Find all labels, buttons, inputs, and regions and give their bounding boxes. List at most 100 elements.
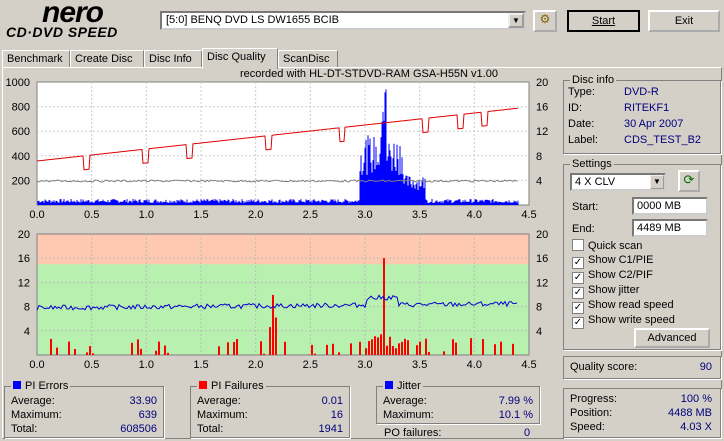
avg-value: 0.01 — [321, 395, 343, 407]
pi-errors-title-text: PI Errors — [25, 380, 69, 392]
tab-disc-quality[interactable]: Disc Quality — [202, 48, 278, 69]
blue-square-icon — [385, 381, 393, 389]
y-right-tick-label: 8 — [536, 151, 542, 163]
check-icon[interactable]: ✓ — [572, 317, 584, 329]
y-tick-label: 400 — [12, 151, 30, 163]
x-tick-label: 3.0 — [357, 359, 372, 371]
total-value: 608506 — [120, 423, 157, 435]
quality-score-value: 90 — [699, 361, 712, 373]
warning-band — [37, 234, 529, 265]
y-tick-label: 20 — [18, 229, 30, 241]
max-value: 10.1 % — [498, 409, 533, 421]
speed-value: 4.03 X — [680, 421, 712, 433]
show-jitter-checkbox[interactable]: ✓ Show jitter — [572, 284, 639, 299]
quick-scan-checkbox[interactable]: Quick scan — [572, 239, 642, 252]
start-label: Start: — [572, 201, 599, 213]
disc-quality-panel — [2, 67, 722, 439]
advanced-label: Advanced — [647, 332, 697, 344]
tab-label: Disc Info — [149, 53, 192, 65]
start-button[interactable]: Start — [567, 10, 640, 32]
tab-benchmark[interactable]: Benchmark — [2, 50, 70, 68]
x-tick-label: 4.5 — [521, 209, 536, 221]
x-tick-label: 3.0 — [357, 209, 372, 221]
show-c1-checkbox[interactable]: ✓ Show C1/PIE — [572, 254, 653, 269]
eject-icon: ⚙ — [539, 12, 551, 26]
show-c2-checkbox[interactable]: ✓ Show C2/PIF — [572, 269, 653, 284]
position-label: Position: — [570, 407, 613, 419]
advanced-button[interactable]: Advanced — [634, 328, 710, 348]
po-failures-label: PO failures: — [384, 427, 442, 439]
id-label: ID: — [568, 102, 583, 114]
tab-label: ScanDisc — [283, 53, 330, 65]
tab-scandisc[interactable]: ScanDisc — [278, 50, 338, 68]
nero-logo: nero CD·DVD SPEED — [4, 0, 154, 42]
check-icon[interactable]: ✓ — [572, 257, 584, 269]
x-tick-label: 0.0 — [29, 209, 44, 221]
total-label: Total: — [197, 423, 224, 435]
y-right-tick-label: 16 — [536, 253, 548, 265]
tab-create-disc[interactable]: Create Disc — [70, 50, 144, 68]
start-input[interactable]: 0000 MB — [632, 197, 708, 215]
tab-disc-info[interactable]: Disc Info — [144, 50, 202, 68]
quick-scan-label: Quick scan — [588, 240, 643, 252]
start-button-label: Start — [591, 15, 616, 27]
avg-value: 7.99 % — [498, 395, 533, 407]
check-icon[interactable]: ✓ — [572, 302, 584, 314]
end-input-value: 4489 MB — [637, 222, 682, 234]
x-tick-label: 2.5 — [303, 359, 318, 371]
po-failures-value: 0 — [524, 427, 531, 439]
x-tick-label: 3.5 — [412, 359, 427, 371]
total-label: Total: — [11, 423, 38, 435]
logo-nero-text: nero — [42, 0, 104, 29]
pi-errors-chart: 200 400 600 800 1000 4 8 12 16 20 0.0 0.5 1.0 1.5 2.0 2… — [6, 78, 549, 221]
speed-label: Speed: — [570, 421, 605, 433]
x-tick-label: 1.5 — [193, 359, 208, 371]
x-tick-label: 4.5 — [521, 359, 536, 371]
y-tick-label: 4 — [24, 326, 30, 338]
pi-failures-chart: 4 8 12 16 20 4 8 12 16 20 0.0 0.5 1.0 1.5 2.0 2.5 3.0 3.5… — [18, 229, 549, 371]
avg-value: 33.90 — [129, 395, 157, 407]
show-read-checkbox[interactable]: ✓ Show read speed — [572, 299, 674, 314]
check-icon[interactable]: ✓ — [572, 272, 584, 284]
x-tick-label: 4.0 — [467, 209, 482, 221]
position-value: 4488 MB — [667, 407, 712, 419]
x-tick-label: 4.0 — [467, 359, 482, 371]
pi-failures-group: PI Failures Average: 0.01 Maximum: 16 To… — [190, 380, 350, 438]
exit-button-label: Exit — [674, 15, 694, 27]
blue-square-icon — [13, 381, 21, 389]
x-tick-label: 0.5 — [84, 209, 99, 221]
x-tick-label: 3.5 — [412, 209, 427, 221]
show-write-checkbox[interactable]: ✓ Show write speed — [572, 314, 675, 329]
show-c2-label: Show C2/PIF — [588, 269, 653, 281]
type-label: Type: — [568, 86, 595, 98]
chevron-down-icon[interactable]: ▼ — [508, 13, 524, 28]
total-value: 1941 — [318, 423, 343, 435]
y-tick-label: 800 — [12, 102, 30, 114]
speed-select[interactable]: 4 X CLV ▼ — [570, 173, 666, 191]
id-value: RITEKF1 — [624, 102, 670, 114]
jitter-group: Jitter Average: 7.99 % Maximum: 10.1 % — [376, 380, 540, 424]
write-speed-line — [36, 107, 519, 171]
jitter-title-text: Jitter — [397, 380, 421, 392]
label-value: CDS_TEST_B2 — [624, 134, 702, 146]
y-right-tick-label: 4 — [536, 326, 542, 338]
tab-label: Create Disc — [75, 53, 133, 65]
drive-select[interactable]: [5:0] BENQ DVD LS DW1655 BCIB ▼ — [160, 11, 526, 30]
drive-select-value: [5:0] BENQ DVD LS DW1655 BCIB — [166, 14, 340, 26]
show-c1-label: Show C1/PIE — [588, 254, 654, 266]
show-write-label: Show write speed — [588, 314, 675, 326]
recorded-with-text: recorded with HL-DT-STDVD-RAM GSA-H55N v… — [240, 68, 498, 80]
checkbox-box[interactable] — [572, 239, 584, 251]
end-input[interactable]: 4489 MB — [632, 219, 708, 237]
chevron-down-icon[interactable]: ▼ — [650, 175, 664, 189]
x-tick-label: 2.0 — [248, 359, 263, 371]
check-icon[interactable]: ✓ — [572, 287, 584, 299]
pi-errors-group: PI Errors Average: 33.90 Maximum: 639 To… — [4, 380, 164, 438]
start-input-value: 0000 MB — [637, 200, 682, 212]
show-jitter-label: Show jitter — [588, 284, 640, 296]
eject-button[interactable]: ⚙ — [533, 10, 557, 32]
x-tick-label: 1.0 — [139, 359, 154, 371]
refresh-button[interactable]: ⟳ — [678, 170, 700, 192]
exit-button[interactable]: Exit — [648, 10, 720, 32]
logo-subtitle: CD·DVD SPEED — [6, 24, 118, 40]
